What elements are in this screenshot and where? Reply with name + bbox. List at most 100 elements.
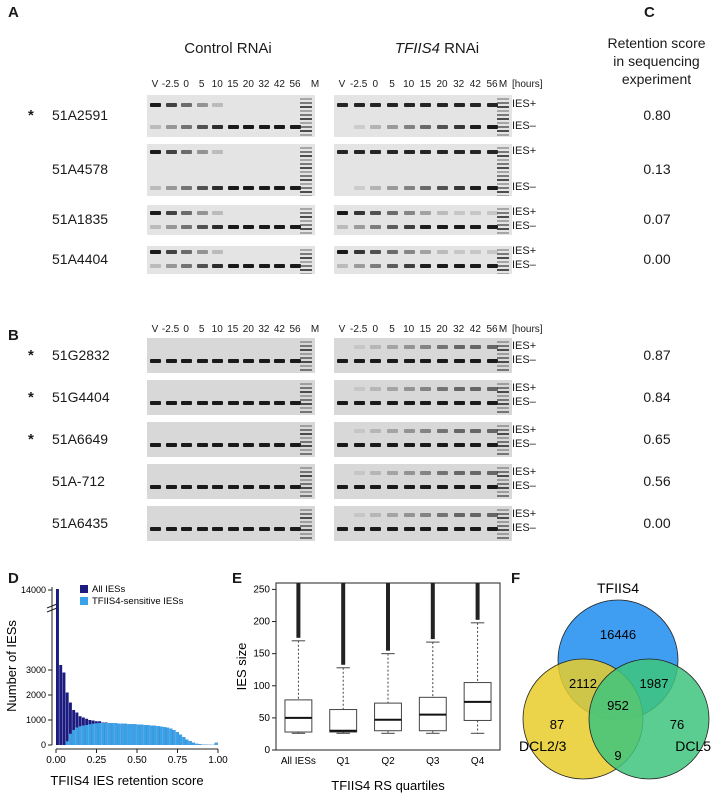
gel-band-ies-minus [353, 359, 365, 363]
ladder-band [300, 533, 312, 535]
gel-band-ies-minus [487, 359, 498, 363]
gel-band-ies-minus [290, 125, 301, 129]
ladder-band [497, 433, 509, 435]
gel-band-ies-minus [227, 264, 239, 268]
gel-band-ies-plus [453, 211, 465, 215]
gel-band-ies-minus [212, 527, 224, 531]
ladder-band [300, 353, 312, 355]
ladder-band [300, 383, 312, 385]
ladder-band [497, 114, 509, 116]
marker-lane-label: M [498, 79, 508, 90]
ladder-band [497, 399, 509, 401]
ladder-band [300, 525, 312, 527]
ladder-band [497, 437, 509, 439]
ladder-band [300, 187, 312, 189]
lane-label: 42 [469, 79, 481, 90]
gel-band-ies-minus [150, 225, 161, 229]
gel-band-ies-minus [290, 264, 301, 268]
gel-band-ies-minus [453, 527, 465, 531]
panel-label-f: F [511, 570, 521, 587]
ladder-band [497, 171, 509, 173]
a-retention-score: 0.07 [643, 211, 671, 227]
gel-band-ies-minus [212, 225, 224, 229]
gel-band-ies-plus [181, 150, 193, 154]
y-tick-label: 1000 [26, 715, 46, 725]
gel-band-ies-plus [420, 250, 432, 254]
gel-band-ies-plus [353, 211, 365, 215]
gel-band-ies-minus [196, 359, 208, 363]
gel-band-ies-plus [420, 429, 432, 433]
gel-band-ies-plus [353, 429, 365, 433]
ladder-band [300, 441, 312, 443]
a-gel-tfiis4 [334, 246, 512, 274]
a-retention-score: 0.00 [643, 251, 671, 267]
gel-band-ies-minus [227, 359, 239, 363]
box [329, 709, 358, 733]
gel-band-ies-plus [370, 429, 382, 433]
lane-label: 56 [486, 79, 498, 90]
histogram-bar [91, 723, 95, 745]
ladder-band [300, 407, 312, 409]
x-tick-label: 0.50 [127, 755, 147, 766]
ladder-band [497, 341, 509, 343]
gel-band-ies-minus [258, 225, 270, 229]
gel-band-ies-plus [437, 250, 448, 254]
gel-band-ies-minus [258, 125, 270, 129]
ladder-band [300, 491, 312, 493]
gel-band-ies-minus [453, 186, 465, 190]
venn-count-tfiis4-only: 16446 [600, 627, 636, 642]
gel-band-ies-minus [212, 125, 224, 129]
marker-lane-label: M [310, 324, 320, 335]
gel-band-ies-plus [420, 211, 432, 215]
gel-band-ies-minus [150, 186, 161, 190]
x-tick-label: 1.00 [208, 755, 228, 766]
gel-band-ies-minus [165, 225, 177, 229]
ladder-band [300, 437, 312, 439]
gel-band-ies-minus [370, 527, 382, 531]
ladder-band [497, 521, 509, 523]
a-lanes-control: V -2.5 0 5 10 15 20 32 42 56 M [0, 79, 727, 91]
histogram-bar [153, 725, 157, 745]
ladder-band [497, 118, 509, 120]
gel-band-ies-plus [353, 250, 365, 254]
gel-band-ies-plus [420, 513, 432, 517]
gel-band-ies-minus [150, 264, 161, 268]
box [284, 699, 313, 733]
tfiis4-rnai-title: TFIIS4 RNAi [352, 40, 522, 57]
gel-band-ies-minus [150, 401, 161, 405]
gel-band-ies-plus [387, 471, 398, 475]
a-ies-plus-label: IES+ [512, 206, 537, 218]
ladder-band [497, 216, 509, 218]
gel-band-ies-minus [437, 401, 448, 405]
ladder-band [300, 163, 312, 165]
y-axis-label: Number of IESs [4, 620, 19, 712]
gel-band-ies-minus [337, 485, 348, 489]
gel-band-ies-minus [487, 443, 498, 447]
b-asterisk: * [28, 430, 34, 448]
ladder-band [300, 429, 312, 431]
ladder-band [497, 147, 509, 149]
gel-band-ies-plus [196, 150, 208, 154]
ladder-band [300, 513, 312, 515]
retention-title-line-2: in sequencing [613, 53, 700, 69]
gel-band-ies-plus [212, 211, 224, 215]
histogram-bar [198, 744, 202, 745]
gel-band-ies-plus [387, 387, 398, 391]
ladder-band [300, 411, 312, 413]
gel-band-ies-minus [437, 485, 448, 489]
gel-band-ies-minus [212, 485, 224, 489]
ladder-band [497, 491, 509, 493]
histogram-bar [188, 741, 192, 745]
gel-band-ies-plus [487, 471, 498, 475]
x-tick-label: Q1 [337, 756, 351, 767]
gel-band-ies-plus [437, 345, 448, 349]
a-gel-control [147, 246, 315, 274]
x-tick-label: All IESs [281, 756, 316, 767]
b-ies-plus-label: IES+ [512, 424, 537, 436]
ladder-band [300, 365, 312, 367]
histogram-bar [114, 723, 118, 745]
gel-band-ies-minus [227, 527, 239, 531]
gel-band-ies-minus [258, 401, 270, 405]
lane-label: 15 [419, 79, 431, 90]
histogram-bar [175, 732, 179, 745]
